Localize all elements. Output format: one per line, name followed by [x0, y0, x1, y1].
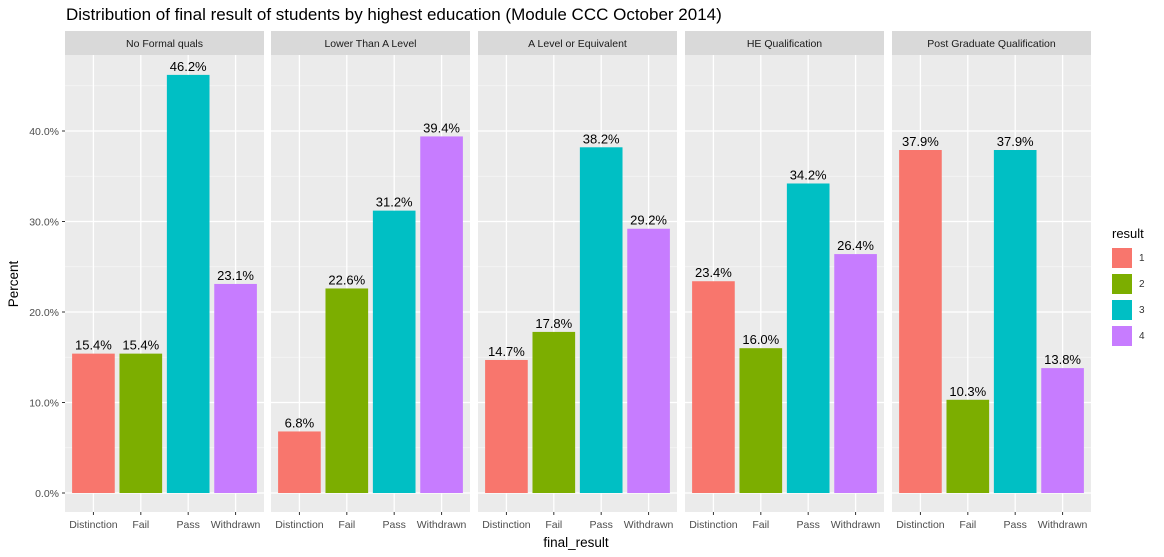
x-tick-label: Withdrawn: [1038, 519, 1088, 531]
x-tick-label: Fail: [132, 519, 149, 531]
legend-item: 3: [1112, 298, 1162, 322]
facet-strip: [478, 31, 677, 55]
bar: [899, 150, 942, 493]
x-tick-label: Distinction: [896, 519, 945, 531]
facet-strip: [685, 31, 884, 55]
x-tick-label: Pass: [797, 519, 820, 531]
facet-strip: [892, 31, 1091, 55]
data-label: 10.3%: [949, 384, 986, 399]
legend-key-1: [1112, 248, 1132, 268]
bar: [119, 353, 163, 493]
data-label: 39.4%: [423, 120, 460, 135]
bar: [786, 183, 830, 494]
x-tick-label: Withdrawn: [211, 519, 261, 531]
legend-label: 2: [1139, 278, 1145, 290]
bar: [485, 359, 528, 493]
x-axis-title: final_result: [543, 535, 609, 550]
bar: [278, 431, 321, 493]
facet-label: HE Qualification: [747, 38, 822, 50]
legend-item: 1: [1112, 246, 1162, 270]
data-label: 38.2%: [583, 131, 620, 146]
data-label: 46.2%: [170, 59, 207, 74]
data-label: 34.2%: [790, 167, 827, 182]
y-axis-title: Percent: [6, 260, 21, 307]
data-label: 16.0%: [742, 332, 779, 347]
data-label: 17.8%: [535, 316, 572, 331]
legend-label: 1: [1139, 252, 1145, 264]
legend-key-3: [1112, 300, 1132, 320]
data-label: 15.4%: [75, 338, 112, 353]
data-label: 23.4%: [695, 265, 732, 280]
legend-item: 2: [1112, 272, 1162, 296]
data-label: 23.1%: [217, 268, 254, 283]
x-tick-label: Fail: [545, 519, 562, 531]
bar: [834, 254, 877, 493]
bar: [579, 147, 623, 494]
data-label: 29.2%: [630, 213, 667, 228]
data-label: 15.4%: [122, 338, 159, 353]
bar: [72, 353, 115, 493]
bar: [166, 74, 210, 493]
data-label: 13.8%: [1044, 352, 1081, 367]
x-tick-label: Fail: [752, 519, 769, 531]
data-label: 37.9%: [902, 134, 939, 149]
bar: [420, 136, 463, 493]
data-label: 26.4%: [837, 238, 874, 253]
x-tick-label: Pass: [590, 519, 613, 531]
x-tick-label: Withdrawn: [624, 519, 674, 531]
bar: [214, 283, 257, 493]
legend-label: 4: [1139, 330, 1145, 342]
y-tick-label: 0.0%: [35, 488, 59, 500]
y-tick-label: 30.0%: [29, 217, 59, 229]
legend-key-2: [1112, 274, 1132, 294]
x-tick-label: Distinction: [689, 519, 738, 531]
bar: [325, 288, 369, 493]
bar: [532, 331, 576, 493]
facet-label: A Level or Equivalent: [528, 38, 627, 50]
x-tick-label: Distinction: [482, 519, 531, 531]
chart-title: Distribution of final result of students…: [66, 5, 722, 24]
x-tick-label: Withdrawn: [831, 519, 881, 531]
data-label: 31.2%: [376, 195, 413, 210]
bar: [692, 281, 735, 493]
x-tick-label: Distinction: [69, 519, 118, 531]
x-tick-label: Pass: [177, 519, 200, 531]
legend-key-4: [1112, 326, 1132, 346]
bar: [946, 399, 990, 493]
bar: [993, 150, 1037, 493]
facet-label: Lower Than A Level: [324, 38, 416, 50]
x-tick-label: Distinction: [275, 519, 324, 531]
y-tick-label: 40.0%: [29, 126, 59, 138]
legend-title: result: [1112, 226, 1144, 241]
x-tick-label: Pass: [1004, 519, 1027, 531]
legend: result 1 2 3 4: [1112, 226, 1162, 350]
x-tick-label: Fail: [338, 519, 355, 531]
bar: [372, 210, 416, 493]
data-label: 37.9%: [997, 134, 1034, 149]
y-tick-label: 20.0%: [29, 307, 59, 319]
y-tick-label: 10.0%: [29, 398, 59, 410]
facet-label: No Formal quals: [126, 38, 203, 50]
data-label: 14.7%: [488, 344, 525, 359]
x-tick-label: Withdrawn: [417, 519, 467, 531]
bar: [739, 348, 783, 493]
bar: [1041, 368, 1084, 493]
legend-label: 3: [1139, 304, 1145, 316]
data-label: 6.8%: [285, 415, 315, 430]
bar: [627, 228, 670, 494]
x-tick-label: Pass: [383, 519, 406, 531]
x-tick-label: Fail: [959, 519, 976, 531]
legend-item: 4: [1112, 324, 1162, 348]
facet-strip: [65, 31, 264, 55]
facet-label: Post Graduate Qualification: [927, 38, 1056, 50]
data-label: 22.6%: [328, 272, 365, 287]
facet-strip: [271, 31, 470, 55]
